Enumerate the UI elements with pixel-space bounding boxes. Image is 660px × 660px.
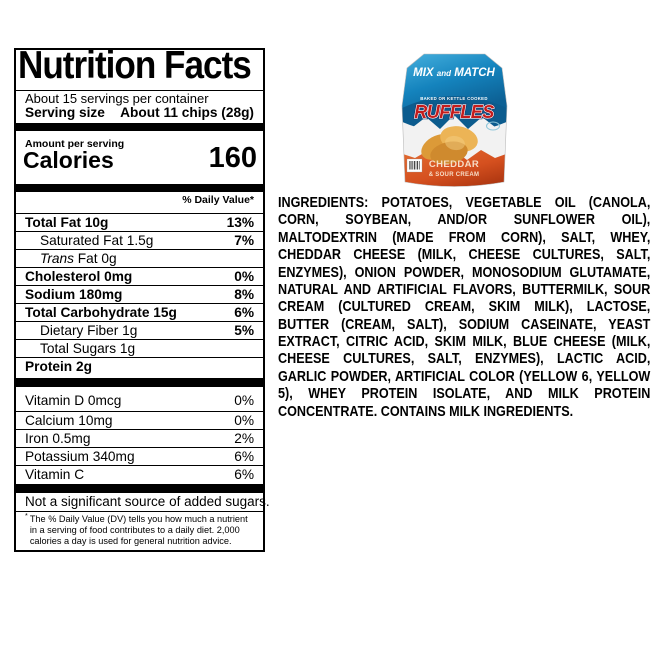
svg-text:CHEDDAR: CHEDDAR [429,159,479,170]
svg-text:RUFFLES: RUFFLES [414,102,494,122]
svg-text:BAKED OR KETTLE COOKED: BAKED OR KETTLE COOKED [420,96,487,101]
svg-text:MIX and MATCH: MIX and MATCH [413,67,495,79]
svg-text:& SOUR CREAM: & SOUR CREAM [429,172,480,178]
